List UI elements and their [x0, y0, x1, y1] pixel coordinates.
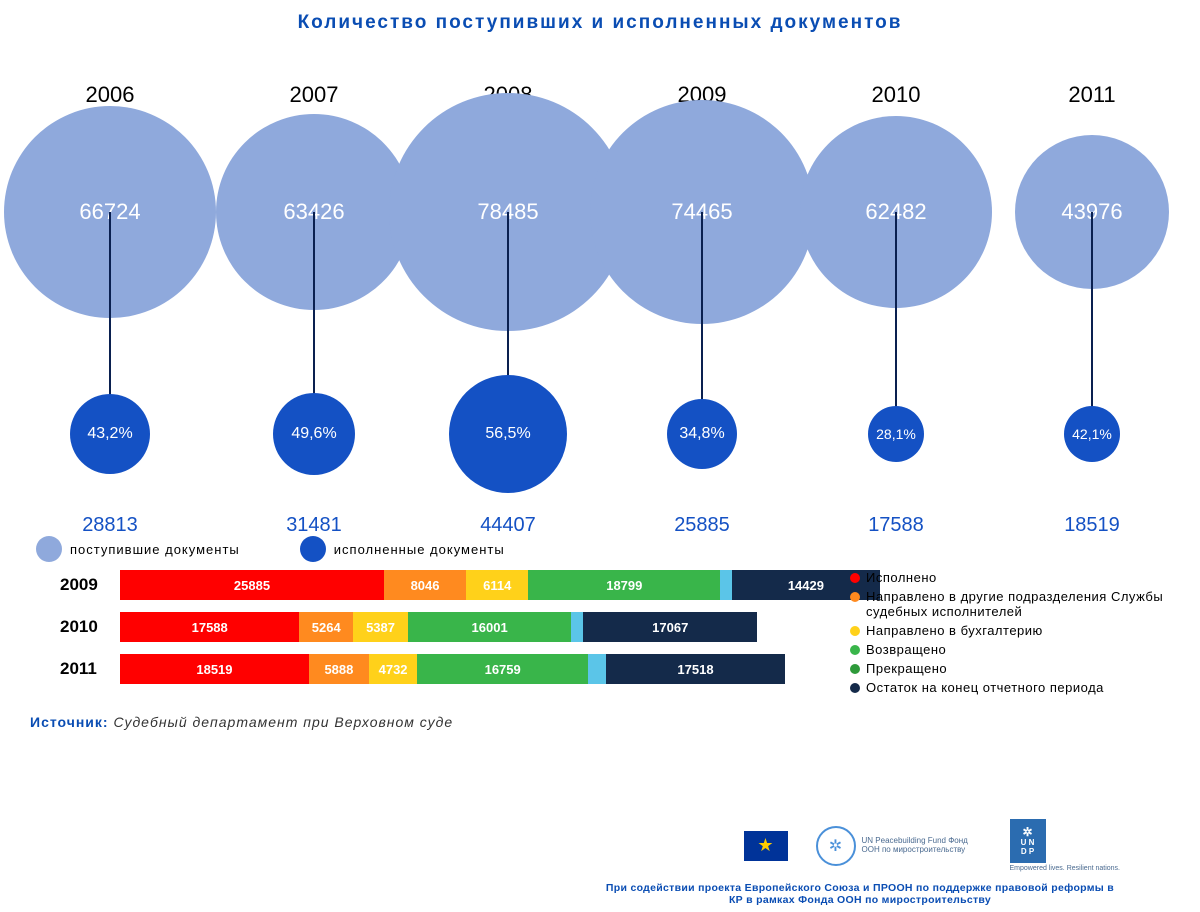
bar-segment: 5264: [299, 612, 353, 642]
bar-segment: 18519: [120, 654, 309, 684]
bar-segment: 16759: [417, 654, 588, 684]
legend-color-dot: [850, 573, 860, 583]
bar-segment: 17588: [120, 612, 299, 642]
bar-segment: 5387: [353, 612, 408, 642]
executed-bubble: 34,8%: [667, 399, 737, 469]
bar-legend: Исполнено Направлено в другие подразделен…: [850, 570, 1170, 699]
bubble-legend: поступившие документы исполненные докуме…: [36, 536, 1200, 562]
legend-text: Возвращено: [866, 642, 946, 657]
legend-text: Направлено в бухгалтерию: [866, 623, 1043, 638]
pbf-caption: UN Peacebuilding Fund Фонд ООН по мирост…: [862, 837, 982, 855]
eu-logo: ★: [744, 831, 788, 861]
executed-bubble: 43,2%: [70, 394, 150, 474]
legend-label-executed: исполненные документы: [334, 542, 505, 557]
footer-text: При содействии проекта Европейского Союз…: [600, 882, 1120, 906]
bar-legend-item: Направлено в другие подразделения Службы…: [850, 589, 1170, 619]
undp-logo: ✲ U N D P Empowered lives. Resilient nat…: [1010, 819, 1121, 872]
executed-value: 28813: [50, 514, 170, 537]
bar-segment: 16001: [408, 612, 571, 642]
legend-color-dot: [850, 683, 860, 693]
legend-color-dot: [850, 664, 860, 674]
bar-segment: 5888: [309, 654, 369, 684]
bar-legend-item: Исполнено: [850, 570, 1170, 585]
year-label: 2006: [50, 82, 170, 108]
bar-legend-item: Возвращено: [850, 642, 1170, 657]
bar-segment: 17518: [606, 654, 785, 684]
legend-dot-received: [36, 536, 62, 562]
executed-value: 25885: [642, 514, 762, 537]
executed-value: 44407: [448, 514, 568, 537]
bubble-chart-area: 20066672443,2%2881320076342649,6%3148120…: [0, 34, 1200, 534]
year-label: 2011: [1032, 82, 1152, 108]
bar-segment: 25885: [120, 570, 384, 600]
chart-title: Количество поступивших и исполненных док…: [0, 12, 1200, 34]
legend-color-dot: [850, 645, 860, 655]
year-label: 2010: [836, 82, 956, 108]
bar-year-label: 2009: [60, 575, 120, 595]
eu-flag-icon: ★: [744, 831, 788, 861]
connector-line: [1091, 212, 1093, 434]
legend-text: Остаток на конец отчетного периода: [866, 680, 1104, 695]
legend-dot-executed: [300, 536, 326, 562]
bar-legend-item: Остаток на конец отчетного периода: [850, 680, 1170, 695]
bar-segment: [571, 612, 583, 642]
source-text: Судебный департамент при Верховном суде: [113, 714, 453, 730]
legend-text: Прекращено: [866, 661, 947, 676]
legend-text: Исполнено: [866, 570, 937, 585]
executed-value: 31481: [254, 514, 374, 537]
year-label: 2007: [254, 82, 374, 108]
bar-segment: 8046: [384, 570, 466, 600]
bar-year-label: 2010: [60, 617, 120, 637]
bar-legend-item: Направлено в бухгалтерию: [850, 623, 1170, 638]
bar-segment: 18799: [528, 570, 720, 600]
legend-color-dot: [850, 592, 860, 602]
stacked-bar-section: 2009258858046611418799144292010175885264…: [60, 570, 1200, 684]
source-label: Источник:: [30, 714, 109, 730]
un-pbf-logo: ✲ UN Peacebuilding Fund Фонд ООН по миро…: [816, 826, 982, 866]
bar-segment: [720, 570, 732, 600]
un-wreath-icon: ✲: [816, 826, 856, 866]
bar-legend-item: Прекращено: [850, 661, 1170, 676]
undp-caption: Empowered lives. Resilient nations.: [1010, 865, 1121, 872]
bar-segment: 6114: [466, 570, 528, 600]
executed-bubble: 49,6%: [273, 393, 355, 475]
source-line: Источник: Судебный департамент при Верхо…: [30, 714, 1200, 730]
bar-segment: [588, 654, 606, 684]
executed-bubble: 56,5%: [449, 375, 567, 493]
legend-color-dot: [850, 626, 860, 636]
executed-bubble: 28,1%: [868, 406, 924, 462]
executed-bubble: 42,1%: [1064, 406, 1120, 462]
bar-segment: 17067: [583, 612, 757, 642]
executed-value: 18519: [1032, 514, 1152, 537]
bar-segment: 4732: [369, 654, 417, 684]
connector-line: [895, 212, 897, 434]
legend-text: Направлено в другие подразделения Службы…: [866, 589, 1170, 619]
legend-label-received: поступившие документы: [70, 542, 240, 557]
bar-year-label: 2011: [60, 659, 120, 679]
undp-box-icon: ✲ U N D P: [1010, 819, 1046, 863]
executed-value: 17588: [836, 514, 956, 537]
sponsor-logos: ★ ✲ UN Peacebuilding Fund Фонд ООН по ми…: [744, 819, 1121, 872]
